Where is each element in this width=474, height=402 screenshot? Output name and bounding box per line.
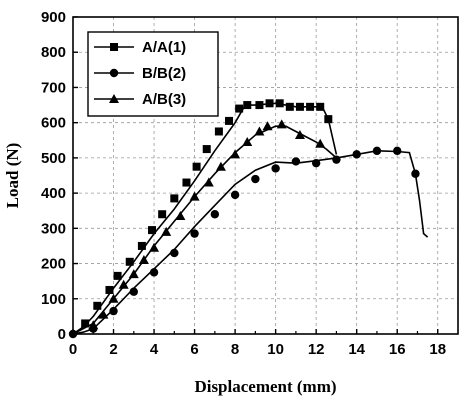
data-point-square (137, 241, 146, 250)
data-point-square (170, 194, 179, 203)
data-point-square (148, 226, 157, 235)
data-point-square (243, 101, 252, 110)
data-point-triangle (230, 149, 241, 159)
y-tick-label: 100 (41, 291, 66, 308)
data-point-square (93, 301, 102, 310)
data-point-triangle (215, 161, 226, 171)
data-point-square (225, 116, 234, 125)
data-point-triangle (262, 121, 273, 131)
data-point-circle (291, 157, 301, 166)
legend: A/A(1) B/B(2) A/B(3) (87, 31, 219, 117)
y-tick-label: 0 (58, 326, 66, 343)
data-point-circle (372, 146, 382, 156)
data-point-circle (411, 169, 420, 178)
x-tick-label: 8 (231, 341, 239, 358)
data-point-square (182, 178, 191, 187)
data-point-square (235, 104, 244, 113)
plot-frame (72, 16, 459, 335)
data-point-square (125, 257, 134, 266)
data-point-square (113, 271, 122, 280)
data-point-circle (352, 150, 361, 159)
data-point-triangle (294, 129, 305, 139)
x-tick-label: 16 (389, 341, 406, 358)
y-tick-label: 500 (41, 150, 66, 167)
y-tick-label: 400 (41, 185, 66, 202)
data-point-square (255, 101, 264, 110)
data-point-circle (149, 268, 159, 277)
y-axis-title: Load (N) (3, 143, 22, 209)
x-tick-label: 0 (69, 341, 77, 358)
data-point-triangle (242, 137, 253, 147)
x-axis-title: Displacement (mm) (194, 377, 336, 396)
data-point-triangle (315, 138, 326, 148)
data-point-circle (271, 164, 280, 173)
data-point-square (214, 127, 223, 136)
data-point-triangle (189, 191, 200, 201)
data-point-circle (190, 229, 199, 238)
data-point-square (105, 285, 114, 294)
data-point-circle (311, 158, 321, 168)
legend-label: B/B(2) (142, 65, 186, 82)
data-point-triangle (118, 279, 129, 289)
series-2 (68, 146, 429, 339)
data-point-triangle (128, 269, 139, 279)
x-tick-label: 6 (190, 341, 198, 358)
data-point-triangle (161, 226, 172, 236)
data-point-square (324, 115, 333, 124)
y-tick-label: 300 (41, 220, 66, 237)
data-point-square (316, 102, 325, 111)
data-point-square (202, 145, 211, 154)
x-tick-label: 12 (308, 341, 325, 358)
data-point-triangle (88, 320, 99, 330)
data-point-square (265, 99, 274, 108)
data-point-square (285, 102, 294, 111)
data-point-triangle (138, 255, 149, 265)
x-tick-label: 18 (429, 341, 446, 358)
data-point-triangle (149, 242, 160, 252)
y-tick-label: 200 (41, 256, 66, 273)
legend-label: A/B(3) (142, 91, 186, 108)
data-point-triangle (276, 119, 287, 129)
legend-marker-triangle (109, 94, 119, 103)
data-point-circle (393, 146, 402, 156)
data-point-circle (210, 210, 220, 219)
data-point-square (81, 319, 90, 328)
x-tick-label: 14 (348, 341, 365, 358)
legend-marker-square (110, 43, 118, 51)
data-point-square (192, 162, 201, 171)
x-tick-label: 4 (150, 341, 159, 358)
data-point-triangle (108, 293, 119, 303)
data-point-square (158, 210, 167, 219)
series-3 (72, 119, 337, 335)
data-point-circle (332, 155, 341, 164)
data-point-square (306, 102, 315, 111)
data-point-triangle (254, 126, 265, 136)
series-1 (72, 99, 338, 335)
data-point-triangle (203, 177, 214, 187)
x-tick-label: 2 (109, 341, 117, 358)
x-tick-label: 10 (267, 341, 284, 358)
data-point-triangle (98, 309, 109, 319)
data-point-square (295, 102, 304, 111)
legend-label: A/A(1) (142, 39, 186, 56)
legend-marker-circle (109, 68, 119, 78)
y-tick-label: 700 (41, 79, 66, 96)
data-point-triangle (175, 211, 186, 221)
data-point-circle (251, 174, 260, 184)
series-group (68, 99, 429, 339)
y-tick-label: 900 (41, 9, 66, 26)
data-point-circle (230, 190, 240, 200)
data-point-circle (109, 306, 118, 316)
grid (73, 16, 458, 334)
axis-ticks: 0 2 4 6 8 10 12 14 16 18 0 100 200 300 400 500 600 700 800… (41, 9, 446, 358)
y-tick-label: 600 (41, 115, 66, 132)
data-point-circle (170, 248, 179, 258)
y-tick-label: 800 (41, 44, 66, 61)
series-line (72, 149, 429, 335)
data-point-square (275, 99, 284, 108)
data-point-circle (129, 287, 138, 296)
